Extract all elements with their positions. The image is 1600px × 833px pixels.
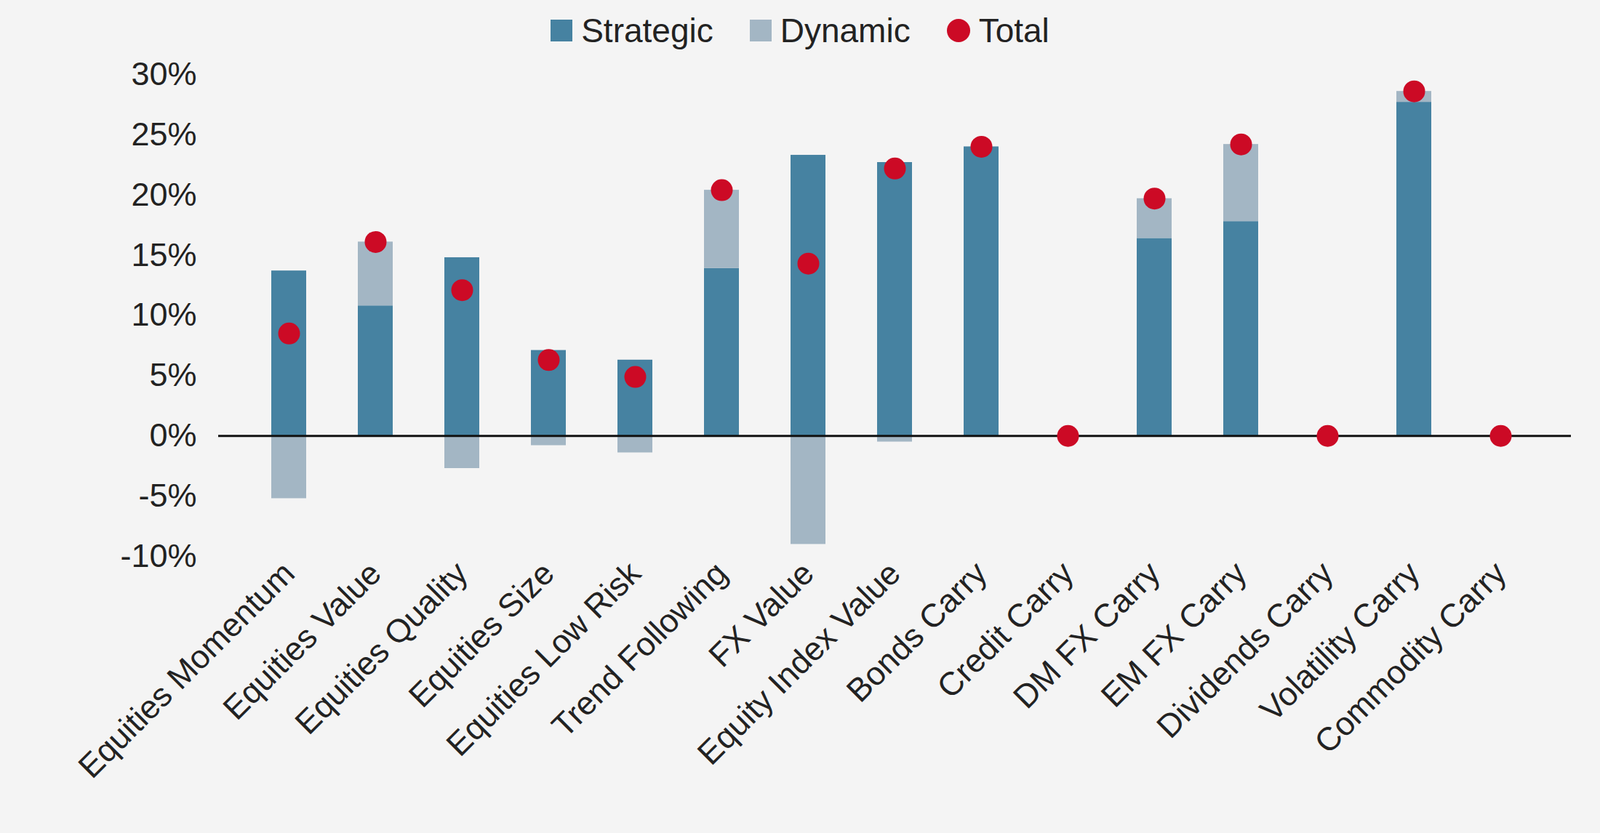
svg-text:-10%: -10% (120, 537, 197, 575)
svg-text:Credit Carry: Credit Carry (929, 554, 1081, 706)
svg-text:15%: 15% (130, 236, 197, 274)
svg-text:Equities Size: Equities Size (401, 554, 562, 715)
svg-text:20%: 20% (130, 176, 197, 214)
svg-text:25%: 25% (130, 115, 197, 153)
svg-text:Volatility Carry: Volatility Carry (1252, 554, 1427, 729)
svg-text:Equities Value: Equities Value (215, 554, 389, 728)
html-text:Strategic: Strategic (581, 11, 714, 50)
svg-text:5%: 5% (149, 356, 197, 394)
svg-text:FX Value: FX Value (701, 554, 821, 675)
svg-text:EM FX Carry: EM FX Carry (1093, 554, 1254, 715)
html-text:Dynamic: Dynamic (780, 11, 911, 50)
svg-text:-5%: -5% (138, 477, 197, 515)
svg-text:Commodity Carry: Commodity Carry (1306, 554, 1514, 761)
svg-text:0%: 0% (149, 416, 197, 454)
svg-text:10%: 10% (130, 296, 197, 334)
svg-text:Equities Low Risk: Equities Low Risk (438, 554, 648, 764)
svg-text:30%: 30% (130, 58, 197, 93)
svg-text:Equities Quality: Equities Quality (287, 554, 475, 742)
svg-text:Dividends Carry: Dividends Carry (1149, 554, 1341, 746)
svg-text:Trend Following: Trend Following (544, 554, 735, 745)
svg-text:DM FX Carry: DM FX Carry (1005, 554, 1168, 716)
svg-text:Equity Index Value: Equity Index Value (689, 554, 908, 773)
svg-text:Equities Momentum: Equities Momentum (70, 554, 302, 786)
svg-text:Bonds Carry: Bonds Carry (839, 554, 995, 710)
html-text:Total: Total (978, 11, 1050, 50)
